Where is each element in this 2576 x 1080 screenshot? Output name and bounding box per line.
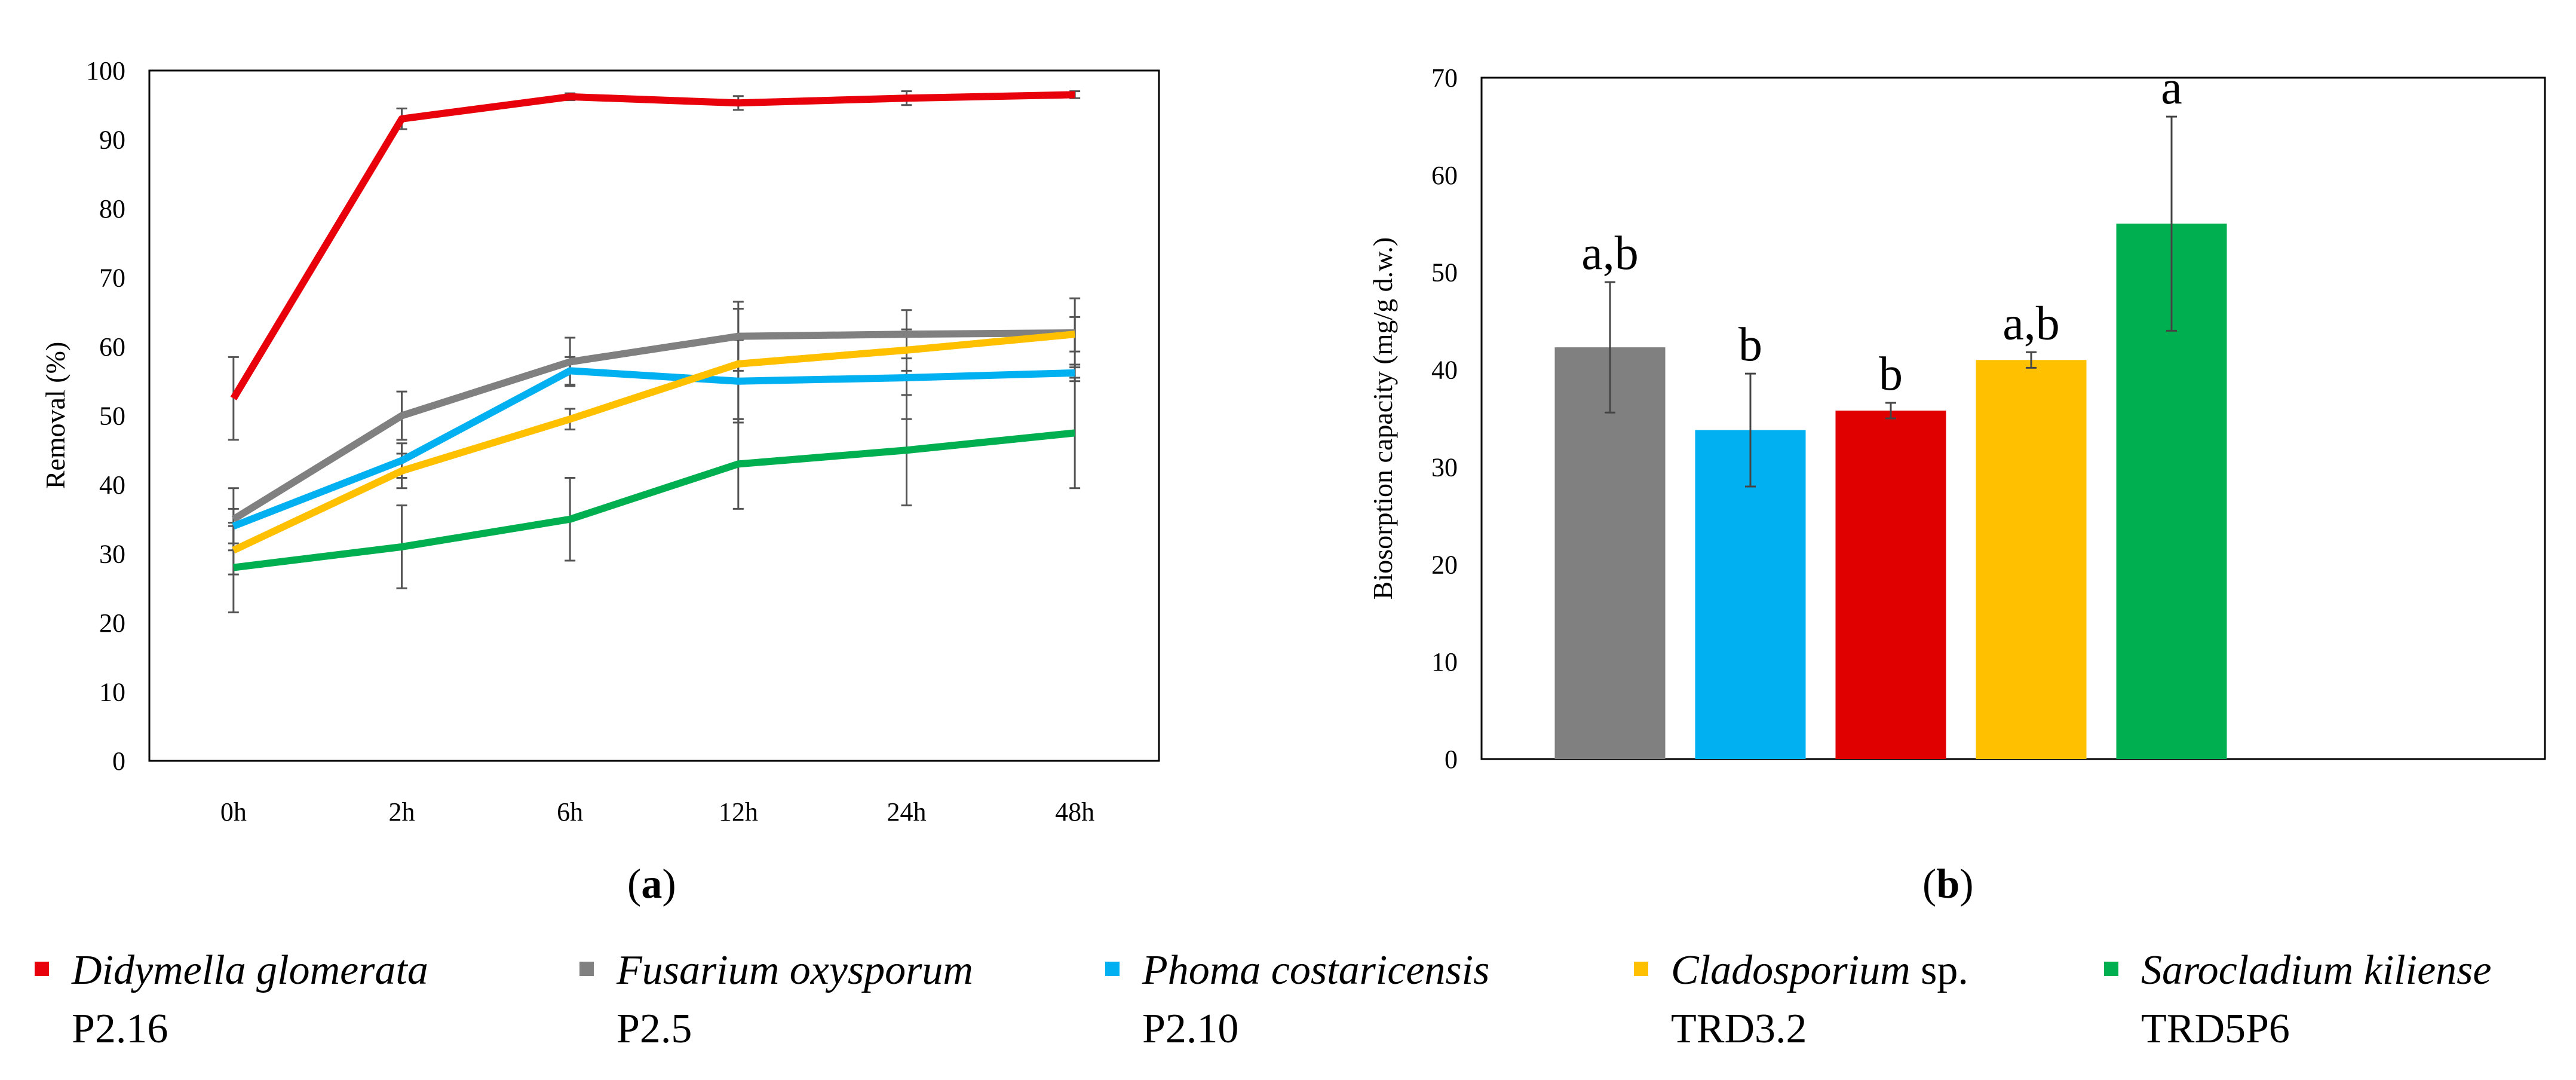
plot-area-a [148, 69, 1160, 762]
legend-swatch-phoma [1105, 962, 1120, 976]
legend-swatch-fusarium [579, 962, 594, 976]
legend-swatch-cladosporium [1634, 962, 1648, 976]
panel-label-b-letter: b [1936, 861, 1960, 907]
y-tick-a-80: 80 [99, 194, 125, 224]
significance-letter-phoma-costaricensis-p2-10: b [1738, 319, 1762, 371]
x-tick-a-6h: 6h [557, 797, 583, 827]
y-tick-a-100: 100 [86, 56, 125, 85]
x-tick-a-0h: 0h [220, 797, 247, 827]
legend-text-didymella: Didymella glomerata P2.16 [72, 947, 428, 1052]
bar-fusarium-oxysporum-p2-5 [1554, 347, 1666, 759]
series-line-cladosporium-sp-trd3-2 [232, 331, 1075, 554]
y-tick-a-70: 70 [99, 264, 125, 293]
y-tick-a-10: 10 [99, 678, 125, 707]
panel-label-a: (a) [627, 861, 676, 907]
y-tick-b-70: 70 [1431, 63, 1458, 93]
y-tick-labels-b: 0 10 20 30 40 50 60 70 [1431, 63, 1458, 774]
legend-text-phoma: Phoma costaricensis P2.10 [1142, 947, 1490, 1052]
legend: Didymella glomerata P2.16 Fusarium oxyspo… [0, 941, 2576, 1080]
bar-didymella-glomerata-p2-16 [1835, 410, 1946, 759]
y-tick-labels-a: 0 10 20 30 40 50 60 70 80 90 100 [86, 56, 125, 776]
bar-chart-biosorption: 0 10 20 30 40 50 60 70 a,b b b a,b a Biosorption ca… [1367, 62, 2546, 774]
bars-b [1554, 224, 2227, 759]
y-tick-b-20: 20 [1431, 550, 1458, 579]
x-tick-a-12h: 12h [719, 797, 758, 827]
y-tick-b-30: 30 [1431, 452, 1458, 482]
y-tick-a-0: 0 [112, 746, 125, 776]
y-tick-a-60: 60 [99, 332, 125, 362]
y-tick-a-50: 50 [99, 402, 125, 431]
x-tick-a-2h: 2h [389, 797, 415, 827]
y-tick-b-0: 0 [1445, 745, 1458, 774]
y-tick-a-90: 90 [99, 126, 125, 155]
error-bars-b [1605, 115, 2177, 488]
significance-letter-sarocladium-kiliense-trd5p6: a [2161, 62, 2182, 114]
significance-letter-fusarium-oxysporum-p2-5: a,b [1581, 227, 1639, 280]
x-tick-a-48h: 48h [1055, 797, 1094, 827]
significance-letters-b: a,b b b a,b a [1581, 62, 2182, 400]
y-tick-b-60: 60 [1431, 161, 1458, 190]
series-lines-a [230, 91, 1075, 571]
y-tick-a-40: 40 [99, 470, 125, 500]
legend-text-cladosporium: Cladosporium sp. TRD3.2 [1671, 947, 1968, 1052]
significance-letter-cladosporium-sp-trd3-2: a,b [2002, 297, 2060, 350]
y-tick-b-40: 40 [1431, 356, 1458, 385]
error-bar-phoma-costaricensis-p2-10 [1745, 372, 1756, 488]
legend-swatch-sarocladium [2104, 962, 2118, 976]
error-bar-cladosporium-sp-trd3-2 [2026, 351, 2037, 369]
y-axis-title-a: Removal (%) [40, 342, 70, 489]
significance-letter-didymella-glomerata-p2-16: b [1879, 348, 1903, 400]
legend-swatch-didymella [35, 962, 49, 976]
error-bar-fusarium-oxysporum-p2-5 [1605, 281, 1615, 414]
x-tick-labels-a: 0h 2h 6h 12h 24h 48h [220, 797, 1094, 827]
error-bar-didymella-glomerata-p2-16 [1885, 402, 1896, 420]
panel-label-b: (b) [1922, 861, 1974, 907]
y-axis-title-b: Biosorption capacity (mg/g d.w.) [1367, 237, 1398, 599]
y-tick-a-20: 20 [99, 608, 125, 638]
legend-text-fusarium: Fusarium oxysporum P2.5 [617, 947, 973, 1052]
bar-cladosporium-sp-trd3-2 [1976, 360, 2087, 759]
y-tick-b-50: 50 [1431, 258, 1458, 287]
series-line-didymella-glomerata-p2-16 [230, 91, 1075, 400]
series-line-sarocladium-kiliense-trd5p6 [233, 429, 1075, 571]
legend-text-sarocladium: Sarocladium kiliense TRD5P6 [2141, 947, 2492, 1052]
line-chart-removal: 0 10 20 30 40 50 60 70 80 90 100 0h 2h 6h 12h 24h 48h R… [40, 56, 1160, 827]
x-tick-a-24h: 24h [887, 797, 927, 827]
error-bar-sarocladium-kiliense-trd5p6 [2166, 115, 2177, 332]
series-line-phoma-costaricensis-p2-10 [232, 367, 1075, 530]
y-tick-a-30: 30 [99, 540, 125, 569]
y-tick-b-10: 10 [1431, 647, 1458, 677]
series-line-fusarium-oxysporum-p2-5 [231, 329, 1075, 522]
panel-label-a-letter: a [641, 861, 663, 907]
